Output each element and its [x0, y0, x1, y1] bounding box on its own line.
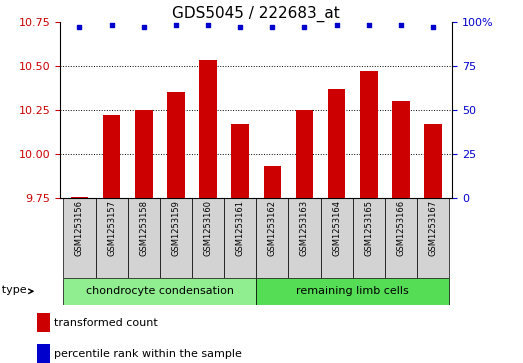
- Point: [107, 23, 116, 28]
- Text: GSM1253164: GSM1253164: [332, 200, 341, 256]
- Point: [333, 23, 341, 28]
- Bar: [424, 124, 442, 198]
- Text: GSM1253167: GSM1253167: [429, 200, 438, 256]
- Bar: [328, 89, 346, 198]
- Text: cell type: cell type: [0, 285, 27, 295]
- Bar: [160, 198, 192, 278]
- Text: GSM1253157: GSM1253157: [107, 200, 116, 256]
- Text: percentile rank within the sample: percentile rank within the sample: [54, 349, 242, 359]
- Bar: [192, 198, 224, 278]
- Bar: [392, 101, 410, 198]
- Bar: [128, 198, 160, 278]
- Point: [397, 23, 405, 28]
- Text: GSM1253160: GSM1253160: [203, 200, 212, 256]
- Bar: [231, 124, 249, 198]
- Point: [429, 24, 437, 30]
- Bar: [385, 198, 417, 278]
- Point: [300, 24, 309, 30]
- Text: GSM1253158: GSM1253158: [139, 200, 148, 256]
- Bar: [256, 278, 449, 305]
- Bar: [199, 60, 217, 198]
- Bar: [360, 71, 378, 198]
- Point: [172, 23, 180, 28]
- Bar: [288, 198, 321, 278]
- Title: GDS5045 / 222683_at: GDS5045 / 222683_at: [173, 5, 340, 22]
- Text: GSM1253163: GSM1253163: [300, 200, 309, 256]
- Bar: [37, 344, 50, 363]
- Text: GSM1253156: GSM1253156: [75, 200, 84, 256]
- Text: transformed count: transformed count: [54, 318, 158, 327]
- Bar: [224, 198, 256, 278]
- Text: remaining limb cells: remaining limb cells: [297, 286, 409, 296]
- Point: [236, 24, 244, 30]
- Text: GSM1253159: GSM1253159: [172, 200, 180, 256]
- Bar: [256, 198, 288, 278]
- Point: [75, 24, 84, 30]
- Point: [268, 24, 277, 30]
- Point: [365, 23, 373, 28]
- Bar: [264, 166, 281, 198]
- Bar: [321, 198, 353, 278]
- Bar: [295, 110, 313, 198]
- Bar: [37, 313, 50, 333]
- Text: GSM1253165: GSM1253165: [365, 200, 373, 256]
- Bar: [135, 110, 153, 198]
- Text: GSM1253166: GSM1253166: [396, 200, 405, 256]
- Text: GSM1253161: GSM1253161: [236, 200, 245, 256]
- Point: [204, 23, 212, 28]
- Bar: [71, 197, 88, 198]
- Bar: [417, 198, 449, 278]
- Bar: [96, 198, 128, 278]
- Point: [140, 24, 148, 30]
- Bar: [103, 115, 120, 198]
- Text: chondrocyte condensation: chondrocyte condensation: [86, 286, 234, 296]
- Bar: [63, 198, 96, 278]
- Bar: [63, 278, 256, 305]
- Bar: [167, 92, 185, 198]
- Bar: [353, 198, 385, 278]
- Text: GSM1253162: GSM1253162: [268, 200, 277, 256]
